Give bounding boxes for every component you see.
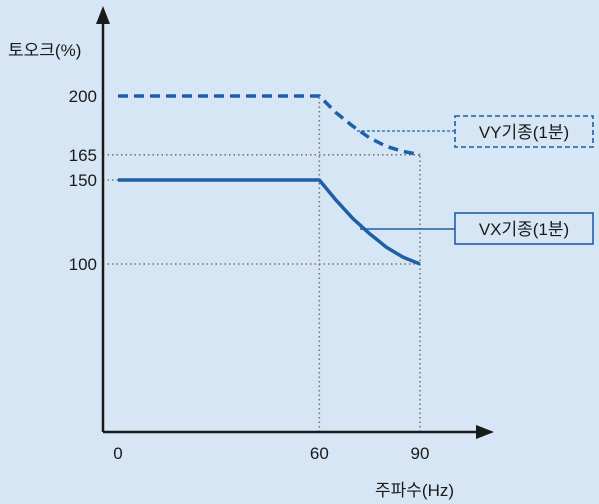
y-axis-title: 토오크(%) (8, 41, 81, 60)
y-tick-labels: 100 150 165 200 (69, 87, 97, 274)
y-tick-label-200: 200 (69, 87, 97, 106)
series-line-vy (118, 94, 421, 157)
x-axis-arrow (476, 425, 494, 439)
series-line-vx (118, 178, 421, 266)
legend-label-vy: VY기종(1분) (479, 123, 569, 142)
x-axis-title: 주파수(Hz) (375, 481, 454, 500)
x-tick-labels: 0 60 90 (113, 444, 429, 463)
series-layer (118, 94, 421, 266)
y-tick-label-150: 150 (69, 171, 97, 190)
y-tick-label-100: 100 (69, 255, 97, 274)
legend: VY기종(1분) VX기종(1분) (357, 115, 594, 245)
y-axis-arrow (96, 6, 110, 24)
x-tick-label-60: 60 (310, 444, 329, 463)
legend-box-vx (454, 212, 594, 245)
x-tick-label-90: 90 (411, 444, 430, 463)
reference-lines (103, 96, 421, 432)
axes (96, 6, 494, 439)
x-tick-label-0: 0 (113, 444, 122, 463)
legend-box-vy (454, 115, 594, 148)
y-tick-label-165: 165 (69, 146, 97, 165)
legend-label-vx: VX기종(1분) (479, 220, 569, 239)
